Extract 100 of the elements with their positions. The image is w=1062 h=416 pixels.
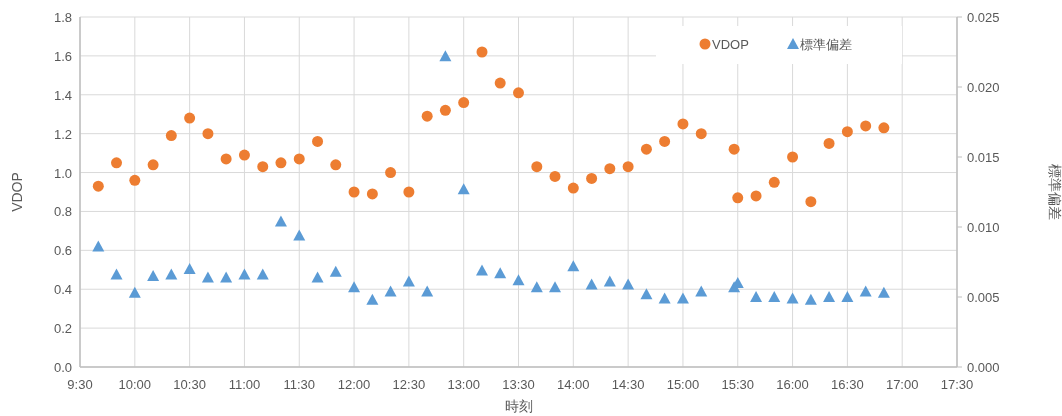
y-tick-label: 1.0	[53, 165, 72, 181]
point	[183, 263, 196, 274]
point	[677, 118, 689, 130]
point	[384, 285, 397, 297]
x-tick-label: 13:00	[447, 377, 480, 392]
y2-axis-title: 標準偏差	[1047, 164, 1062, 220]
point	[530, 281, 543, 293]
point	[567, 182, 579, 194]
y-tick-label: 1.8	[53, 10, 72, 25]
point	[256, 268, 269, 280]
point	[859, 285, 872, 297]
y2-tick-label: 0.010	[967, 220, 1000, 235]
y-axis-title: VDOP	[9, 172, 25, 212]
point	[92, 180, 104, 192]
point	[202, 128, 214, 140]
point	[257, 161, 269, 173]
point	[439, 104, 451, 116]
point	[585, 278, 598, 290]
point	[201, 271, 214, 283]
point	[659, 135, 671, 147]
y-tick-label: 0.0	[53, 360, 72, 375]
x-tick-label: 16:30	[831, 377, 864, 392]
point	[293, 153, 305, 165]
point	[494, 267, 507, 279]
point	[238, 149, 250, 161]
point	[458, 97, 470, 109]
point	[622, 278, 635, 290]
x-tick-label: 13:30	[502, 377, 535, 392]
x-tick-label: 14:00	[557, 377, 590, 392]
point	[750, 291, 763, 302]
y-tick-label: 0.2	[53, 321, 72, 337]
y-tick-label: 1.4	[53, 87, 72, 103]
x-tick-label: 14:30	[611, 377, 645, 392]
y2-tick-label: 0.025	[967, 10, 1000, 25]
point	[622, 161, 634, 173]
point	[513, 87, 524, 99]
y2-tick-label: 0.005	[967, 290, 1000, 305]
point	[110, 268, 123, 280]
y-tick-label: 0.6	[53, 243, 72, 259]
point	[329, 265, 342, 277]
point	[165, 268, 178, 280]
point	[841, 126, 853, 138]
x-tick-label: 9:30	[67, 377, 93, 392]
point	[385, 167, 397, 179]
point	[549, 281, 562, 293]
point	[402, 275, 415, 287]
y-tick-label: 1.2	[53, 126, 72, 142]
point	[549, 170, 561, 182]
y2-tick-label: 0.000	[967, 360, 1000, 375]
point	[421, 110, 433, 122]
point	[860, 120, 872, 132]
point	[147, 159, 159, 171]
x-tick-label: 11:30	[283, 377, 316, 392]
point	[768, 291, 781, 302]
point	[457, 183, 470, 195]
point	[512, 274, 525, 286]
point	[732, 192, 744, 204]
point	[147, 270, 160, 281]
point	[494, 77, 506, 89]
point	[786, 292, 799, 304]
x-tick-label: 10:00	[118, 377, 152, 392]
point	[804, 293, 817, 305]
point	[695, 285, 708, 297]
point	[878, 122, 890, 134]
point	[750, 190, 762, 202]
point	[877, 286, 890, 298]
y2-tick-label: 0.020	[967, 80, 1000, 95]
x-tick-label: 12:00	[337, 377, 371, 392]
point	[330, 159, 342, 171]
y-tick-label: 1.6	[53, 48, 72, 64]
x-tick-label: 10:30	[173, 377, 206, 392]
point	[366, 293, 379, 305]
point	[111, 157, 123, 169]
point	[403, 186, 415, 198]
x-tick-label: 17:30	[940, 377, 974, 392]
point	[92, 240, 105, 252]
point	[604, 163, 616, 175]
point	[128, 286, 141, 298]
legend-label: VDOP	[712, 37, 749, 52]
point	[184, 112, 196, 124]
x-tick-label: 17:00	[885, 377, 919, 392]
x-axis-title: 時刻	[504, 398, 533, 414]
point	[805, 196, 817, 208]
point	[823, 291, 836, 302]
point	[220, 153, 232, 165]
point	[567, 260, 580, 272]
point	[603, 275, 616, 287]
point	[348, 281, 361, 293]
point	[220, 271, 233, 283]
point	[312, 135, 324, 147]
legend-label: 標準偏差	[800, 37, 852, 52]
point	[695, 128, 707, 140]
point	[768, 176, 780, 188]
point	[274, 215, 287, 227]
point	[275, 157, 287, 169]
point	[475, 264, 488, 276]
point	[439, 50, 452, 62]
point	[787, 151, 799, 163]
x-tick-label: 15:30	[721, 377, 755, 392]
x-tick-label: 16:00	[776, 377, 809, 392]
